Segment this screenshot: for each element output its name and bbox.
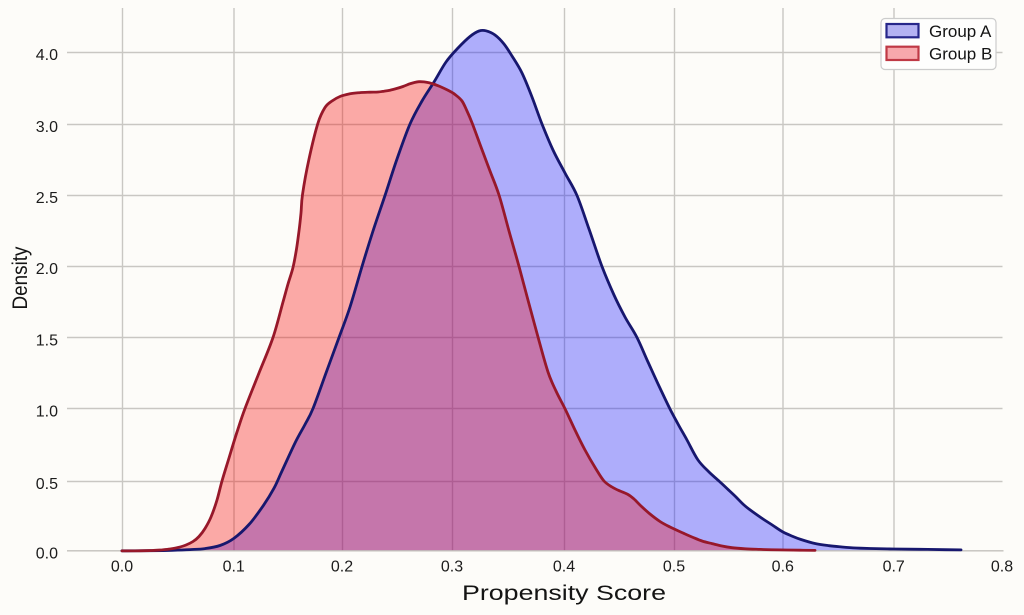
- svg-text:0.1: 0.1: [223, 559, 245, 576]
- svg-text:0.6: 0.6: [772, 559, 794, 576]
- svg-text:0.5: 0.5: [36, 476, 58, 493]
- svg-text:Propensity Score: Propensity Score: [462, 582, 666, 605]
- svg-text:0.5: 0.5: [663, 559, 685, 576]
- svg-text:Group A: Group A: [929, 22, 992, 41]
- svg-text:1.5: 1.5: [36, 333, 58, 350]
- svg-text:4.0: 4.0: [36, 47, 58, 64]
- svg-text:1.0: 1.0: [36, 404, 58, 421]
- svg-text:Group B: Group B: [929, 45, 992, 64]
- svg-text:2.0: 2.0: [36, 261, 58, 278]
- svg-text:Density: Density: [9, 246, 32, 309]
- svg-text:3.0: 3.0: [36, 119, 58, 136]
- svg-text:0.0: 0.0: [111, 559, 133, 576]
- svg-text:2.5: 2.5: [36, 190, 58, 207]
- svg-text:0.8: 0.8: [991, 559, 1013, 576]
- svg-text:0.2: 0.2: [331, 559, 353, 576]
- svg-text:0.0: 0.0: [36, 545, 58, 562]
- svg-text:0.4: 0.4: [553, 559, 575, 576]
- svg-text:0.7: 0.7: [883, 559, 905, 576]
- svg-text:0.3: 0.3: [441, 559, 463, 576]
